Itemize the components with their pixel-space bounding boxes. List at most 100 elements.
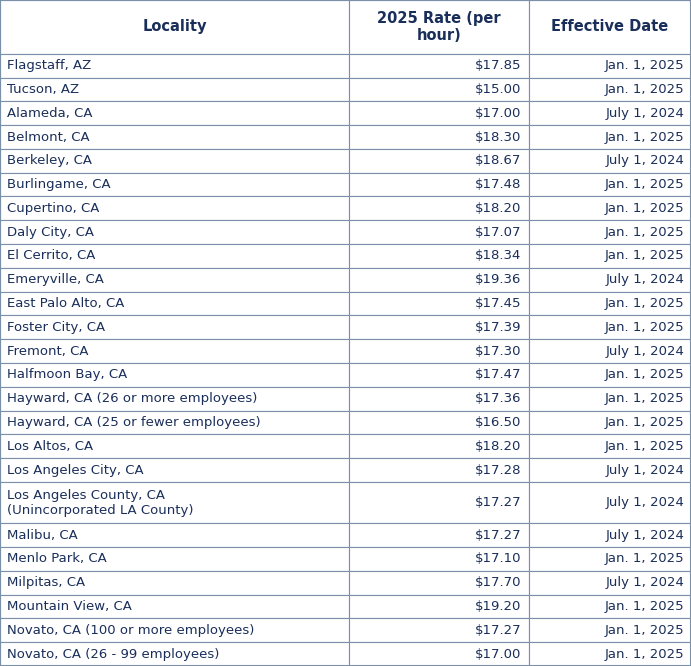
Bar (529, 172, 691, 196)
Bar (349, 54, 529, 77)
Bar (0, 410, 349, 434)
Bar (349, 410, 529, 434)
Bar (529, 595, 691, 619)
Bar (349, 292, 529, 316)
Bar (529, 77, 691, 101)
Bar (529, 0, 691, 54)
Text: $17.45: $17.45 (475, 297, 522, 310)
Text: El Cerrito, CA: El Cerrito, CA (7, 250, 95, 262)
Bar (529, 619, 691, 642)
Bar (0, 172, 349, 196)
Text: Halfmoon Bay, CA: Halfmoon Bay, CA (7, 368, 127, 382)
Bar (349, 523, 529, 547)
Text: Malibu, CA: Malibu, CA (7, 529, 77, 541)
Text: $19.36: $19.36 (475, 273, 522, 286)
Bar (0, 387, 349, 410)
Text: $18.20: $18.20 (475, 202, 522, 215)
Bar (529, 571, 691, 595)
Bar (0, 363, 349, 387)
Bar (349, 244, 529, 268)
Bar (0, 595, 349, 619)
Text: Novato, CA (26 - 99 employees): Novato, CA (26 - 99 employees) (7, 647, 219, 661)
Bar (0, 220, 349, 244)
Text: Hayward, CA (25 or fewer employees): Hayward, CA (25 or fewer employees) (7, 416, 261, 429)
Text: East Palo Alto, CA: East Palo Alto, CA (7, 297, 124, 310)
Bar (529, 482, 691, 523)
Text: $15.00: $15.00 (475, 83, 522, 96)
Text: $16.50: $16.50 (475, 416, 522, 429)
Bar (0, 0, 349, 54)
Text: Jan. 1, 2025: Jan. 1, 2025 (605, 368, 684, 382)
Bar (349, 363, 529, 387)
Text: $18.20: $18.20 (475, 440, 522, 453)
Text: Jan. 1, 2025: Jan. 1, 2025 (605, 83, 684, 96)
Text: Locality: Locality (142, 19, 207, 35)
Bar (529, 523, 691, 547)
Bar (0, 642, 349, 666)
Text: $17.70: $17.70 (475, 576, 522, 589)
Bar (0, 434, 349, 458)
Text: Jan. 1, 2025: Jan. 1, 2025 (605, 416, 684, 429)
Bar (349, 316, 529, 339)
Text: $17.00: $17.00 (475, 647, 522, 661)
Text: $17.27: $17.27 (475, 529, 522, 541)
Text: Jan. 1, 2025: Jan. 1, 2025 (605, 321, 684, 334)
Bar (0, 125, 349, 149)
Bar (349, 619, 529, 642)
Text: Jan. 1, 2025: Jan. 1, 2025 (605, 226, 684, 238)
Bar (529, 547, 691, 571)
Bar (529, 642, 691, 666)
Bar (0, 547, 349, 571)
Bar (349, 571, 529, 595)
Text: $17.27: $17.27 (475, 496, 522, 509)
Bar (0, 54, 349, 77)
Bar (349, 642, 529, 666)
Bar (529, 101, 691, 125)
Text: Los Angeles County, CA
(Unincorporated LA County): Los Angeles County, CA (Unincorporated L… (7, 489, 193, 517)
Text: Flagstaff, AZ: Flagstaff, AZ (7, 59, 91, 72)
Bar (529, 316, 691, 339)
Text: Belmont, CA: Belmont, CA (7, 131, 90, 144)
Text: Jan. 1, 2025: Jan. 1, 2025 (605, 600, 684, 613)
Bar (349, 434, 529, 458)
Text: $17.47: $17.47 (475, 368, 522, 382)
Bar (0, 619, 349, 642)
Bar (529, 220, 691, 244)
Bar (349, 77, 529, 101)
Bar (0, 316, 349, 339)
Text: $19.20: $19.20 (475, 600, 522, 613)
Bar (529, 410, 691, 434)
Text: $17.48: $17.48 (475, 178, 522, 191)
Text: July 1, 2024: July 1, 2024 (605, 344, 684, 358)
Text: July 1, 2024: July 1, 2024 (605, 576, 684, 589)
Text: Jan. 1, 2025: Jan. 1, 2025 (605, 624, 684, 637)
Text: $17.30: $17.30 (475, 344, 522, 358)
Bar (349, 149, 529, 172)
Bar (349, 220, 529, 244)
Text: Cupertino, CA: Cupertino, CA (7, 202, 100, 215)
Bar (0, 482, 349, 523)
Text: Mountain View, CA: Mountain View, CA (7, 600, 132, 613)
Bar (529, 387, 691, 410)
Bar (0, 244, 349, 268)
Text: July 1, 2024: July 1, 2024 (605, 107, 684, 120)
Text: Jan. 1, 2025: Jan. 1, 2025 (605, 392, 684, 405)
Text: Jan. 1, 2025: Jan. 1, 2025 (605, 647, 684, 661)
Bar (0, 149, 349, 172)
Bar (0, 339, 349, 363)
Bar (0, 101, 349, 125)
Text: July 1, 2024: July 1, 2024 (605, 464, 684, 477)
Text: Emeryville, CA: Emeryville, CA (7, 273, 104, 286)
Text: $17.85: $17.85 (475, 59, 522, 72)
Text: Hayward, CA (26 or more employees): Hayward, CA (26 or more employees) (7, 392, 257, 405)
Text: $17.10: $17.10 (475, 553, 522, 565)
Text: $17.07: $17.07 (475, 226, 522, 238)
Text: Fremont, CA: Fremont, CA (7, 344, 88, 358)
Bar (0, 458, 349, 482)
Text: Burlingame, CA: Burlingame, CA (7, 178, 111, 191)
Bar (529, 268, 691, 292)
Bar (349, 0, 529, 54)
Text: Novato, CA (100 or more employees): Novato, CA (100 or more employees) (7, 624, 254, 637)
Text: Milpitas, CA: Milpitas, CA (7, 576, 85, 589)
Text: Menlo Park, CA: Menlo Park, CA (7, 553, 106, 565)
